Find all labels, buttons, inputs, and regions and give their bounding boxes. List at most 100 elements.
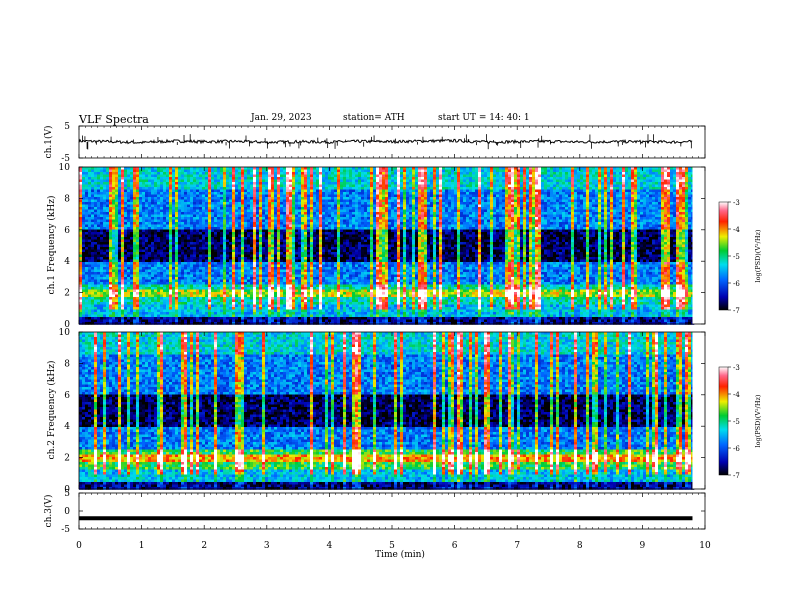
spectrogram-cell [184,214,188,218]
spectrogram-cell [385,197,389,200]
spectrogram-cell [442,184,446,188]
spectrogram-cell [568,204,572,208]
spectrogram-cell [91,214,95,218]
spectrogram-cell [163,204,167,208]
spectrogram-cell [664,177,668,180]
spectrogram-cell [313,204,317,208]
spectrogram-cell [367,177,371,180]
spectrogram-cell [598,199,602,203]
spectrogram-cell [514,212,518,215]
spectrogram-cell [523,214,527,218]
spectrogram-cell [118,202,122,205]
spectrogram-cell [337,197,341,200]
spectrogram-cell [631,172,635,175]
spectrogram-cell [655,169,659,173]
spectrogram-cell [445,177,449,180]
spectrogram-cell [682,184,686,188]
spectrogram-cell [85,167,89,170]
spectrogram-cell [127,182,131,185]
spectrogram-cell [154,172,158,175]
spectrogram-cell [661,204,665,208]
spectrogram-cell [589,199,593,203]
spectrogram-cell [217,219,221,223]
spectrogram-cell [229,217,233,220]
spectrogram-cell [637,177,641,180]
spectrogram-cell [577,219,581,223]
spectrogram-cell [451,189,455,193]
spectrogram-cell [199,194,203,198]
spectrogram-cell [214,224,218,228]
spectrogram-cell [508,189,512,193]
spectrogram-cell [517,202,521,205]
spectrogram-cell [427,204,431,208]
spectrogram-cell [190,204,194,208]
spectrogram-cell [433,182,437,185]
spectrogram-cell [175,187,179,190]
spectrogram-cell [100,222,104,225]
spectrogram-cell [340,189,344,193]
spectrogram-cell [202,184,206,188]
spectrogram-cell [277,202,281,205]
spectrogram-cell [439,169,443,173]
spectrogram-cell [94,199,98,203]
spectrogram-cell [235,179,239,183]
spectrogram-cell [328,182,332,185]
spectrogram-cell [451,167,455,170]
spectrogram-cell [514,217,518,220]
spectrogram-cell [310,187,314,190]
spectrogram-cell [211,199,215,203]
spectrogram-cell [259,214,263,218]
spectrogram-cell [193,177,197,180]
spectrogram-cell [598,174,602,178]
spectrogram-cell [412,212,416,215]
spectrogram-cell [94,174,98,178]
spectrogram-cell [328,172,332,175]
spectrogram-cell [556,219,560,223]
spectrogram-cell [313,222,317,225]
spectrogram-cell [322,177,326,180]
spectrogram-cell [433,189,437,193]
spectrogram-cell [328,189,332,193]
spectrogram-cell [631,194,635,198]
spectrogram-cell [466,187,470,190]
spectrogram-cell [322,202,326,205]
spectrogram-cell [649,187,653,190]
spectrogram-cell [631,222,635,225]
spectrogram-cell [403,204,407,208]
spectrogram-cell [595,182,599,185]
spectrogram-cell [457,174,461,178]
spectrogram-cell [325,209,329,213]
spectrogram-cell [349,177,353,180]
spectrogram-cell [511,187,515,190]
spectrogram-cell [397,189,401,193]
spectrogram-cell [346,184,350,188]
spectrogram-cell [610,192,614,195]
spectrogram-cell [367,184,371,188]
spectrogram-cell [517,192,521,195]
spectrogram-cell [82,194,86,198]
spectrogram-cell [538,192,542,195]
spectrogram-cell [355,167,359,170]
spectrogram-cell [463,179,467,183]
spectrogram-cell [187,187,191,190]
spectrogram-cell [187,224,191,228]
spectrogram-cell [439,177,443,180]
spectrogram-cell [520,219,524,223]
spectrogram-cell [688,197,692,200]
spectrogram-cell [283,222,287,225]
spectrogram-cell [487,224,491,228]
spectrogram-cell [406,179,410,183]
spectrogram-cell [529,179,533,183]
spectrogram-cell [679,192,683,195]
spectrogram-cell [553,177,557,180]
spectrogram-cell [469,184,473,188]
spectrogram-cell [448,222,452,225]
spectrogram-cell [562,182,566,185]
spectrogram-cell [673,192,677,195]
spectrogram-cell [382,167,386,170]
spectrogram-cell [238,179,242,183]
spectrogram-cell [418,224,422,228]
spectrogram-cell [457,219,461,223]
spectrogram-cell [415,214,419,218]
spectrogram-cell [457,199,461,203]
